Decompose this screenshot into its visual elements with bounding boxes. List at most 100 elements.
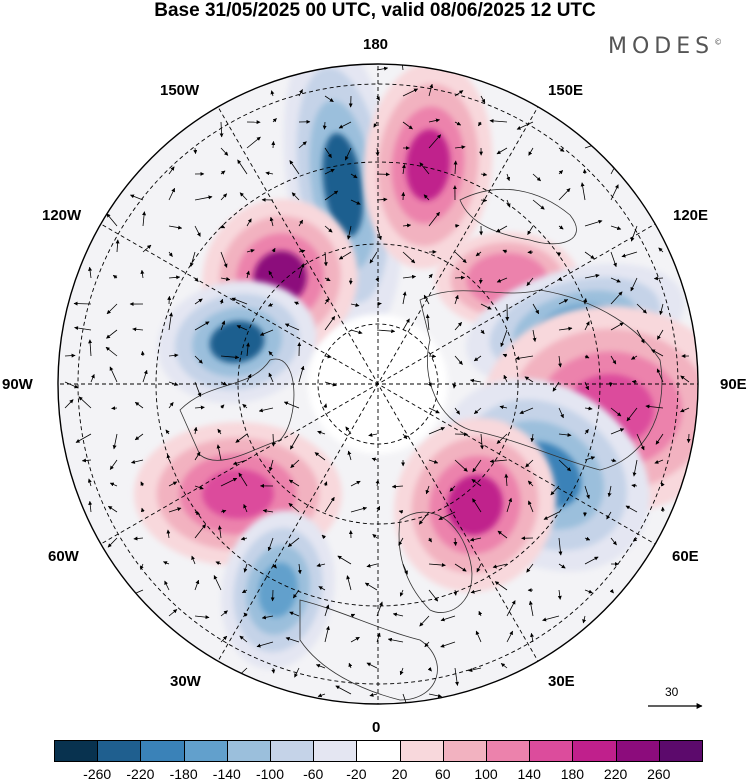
wind-arrow (265, 171, 274, 176)
wind-arrow (584, 219, 603, 227)
wind-arrow (369, 251, 378, 264)
wind-arrow (285, 636, 300, 643)
colorbar-swatch (442, 740, 487, 762)
wind-arrow (454, 459, 468, 472)
wind-arrow (656, 329, 664, 340)
wind-arrow (271, 140, 276, 149)
wind-arrow (271, 247, 276, 253)
wind-arrow (268, 372, 274, 383)
wind-arrow (376, 225, 382, 241)
wind-arrow (194, 277, 199, 282)
wind-arrow (584, 485, 590, 499)
colorbar-tick-label: 260 (647, 766, 671, 782)
wind-arrow (259, 329, 274, 336)
wind-arrow (478, 610, 483, 617)
wind-arrow (504, 473, 509, 487)
wind-arrow (428, 211, 440, 227)
wind-arrow (375, 277, 380, 283)
wind-arrow (402, 251, 416, 264)
wind-arrow (240, 536, 248, 541)
wind-arrow (267, 302, 274, 307)
colorbar-swatch (313, 740, 358, 762)
wind-arrow (289, 611, 300, 617)
wind-arrow (168, 275, 181, 280)
wind-arrow (140, 563, 144, 570)
wind-arrow (368, 432, 378, 437)
wind-arrow (428, 427, 445, 435)
wind-arrow (140, 481, 145, 487)
wind-arrow (239, 192, 248, 201)
wind-arrow (607, 485, 612, 498)
wind-arrow (261, 615, 274, 620)
wind-arrow (655, 433, 664, 445)
wind-arrow (454, 145, 466, 150)
wind-arrow (168, 225, 183, 230)
wind-arrow (428, 118, 440, 123)
wind-arrow (350, 173, 358, 179)
wind-arrow (246, 373, 252, 383)
wind-arrow (428, 134, 442, 149)
wind-arrow (516, 121, 534, 130)
wind-arrow (402, 433, 408, 440)
wind-arrow (366, 563, 378, 568)
wind-arrow (609, 589, 614, 594)
wind-arrow (583, 297, 588, 305)
wind-arrow (219, 298, 224, 305)
colorbar-tick-label: 20 (391, 766, 408, 782)
wind-arrow (321, 534, 326, 540)
wind-arrow (428, 354, 437, 359)
wind-arrow (452, 381, 457, 389)
reference-vector-label: 30 (665, 685, 679, 699)
wind-arrow (584, 321, 590, 331)
wind-arrow (231, 297, 248, 305)
wind-arrow (289, 160, 300, 175)
wind-arrow (318, 586, 326, 591)
wind-arrow (661, 481, 665, 487)
wind-arrow (636, 329, 645, 344)
wind-arrow (268, 270, 274, 279)
wind-arrow (398, 509, 404, 514)
wind-arrow (532, 303, 540, 315)
wind-arrow (631, 379, 638, 384)
wind-arrow (428, 693, 443, 698)
wind-arrow (168, 312, 173, 331)
wind-arrow (220, 404, 225, 409)
wind-arrow (345, 426, 352, 435)
wind-arrow (324, 190, 339, 201)
wind-arrow (371, 457, 378, 462)
land-outline (179, 189, 663, 701)
wind-arrow (376, 601, 383, 617)
wind-arrow (391, 484, 404, 489)
wind-arrow (584, 251, 595, 260)
wind-arrow (500, 329, 508, 347)
lon-label-90e: 90E (720, 376, 747, 393)
wind-arrow (243, 504, 248, 513)
wind-arrow (438, 511, 456, 520)
wind-arrow (376, 95, 380, 101)
wind-arrow (530, 632, 534, 643)
wind-arrow (542, 615, 560, 622)
wind-arrow (526, 277, 534, 286)
wind-arrow (115, 239, 120, 253)
wind-arrow (194, 524, 206, 539)
wind-arrow (496, 225, 508, 233)
wind-arrow (500, 663, 508, 669)
wind-arrow (194, 451, 201, 461)
wind-arrow (631, 483, 638, 488)
wind-arrow (366, 662, 378, 669)
wind-arrow (454, 251, 467, 264)
wind-arrow (220, 277, 231, 281)
wind-arrow (651, 349, 664, 357)
wind-arrow (215, 561, 222, 566)
wind-arrow (246, 218, 252, 227)
wind-arrow (130, 194, 144, 201)
wind-arrow (324, 168, 335, 175)
lon-label-150e: 150E (548, 82, 584, 99)
wind-arrow (506, 199, 511, 208)
colorbar-swatch (356, 740, 401, 762)
wind-arrow (298, 249, 306, 254)
lon-label-60w: 60W (48, 548, 79, 565)
wind-arrow (237, 159, 248, 175)
wind-arrow (317, 430, 326, 435)
